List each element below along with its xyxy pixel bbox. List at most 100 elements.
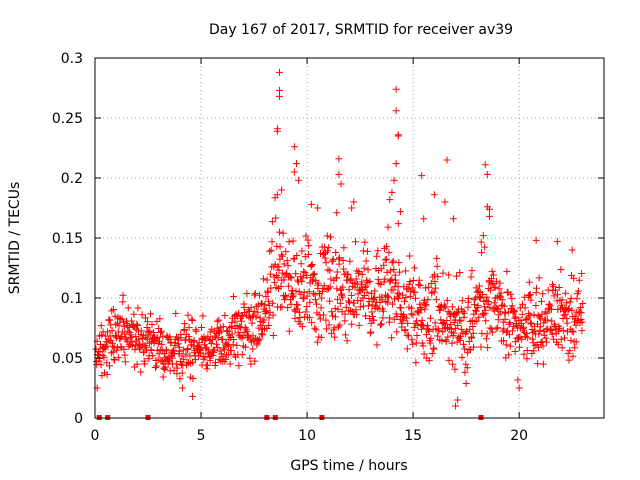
data-point (189, 392, 197, 400)
data-point (364, 266, 372, 274)
data-point (223, 341, 231, 349)
data-point (385, 293, 393, 301)
data-point (251, 290, 259, 298)
data-point (384, 223, 392, 231)
data-point (435, 327, 443, 335)
y-tick-label: 0.1 (61, 291, 83, 307)
data-point (157, 328, 165, 336)
data-point (428, 350, 436, 358)
data-point (128, 341, 136, 349)
data-point (299, 294, 307, 302)
data-point (389, 257, 397, 265)
data-point (535, 330, 543, 338)
data-point (290, 255, 298, 263)
data-point (473, 317, 481, 325)
data-point (227, 347, 235, 355)
data-point (390, 265, 398, 273)
data-point (292, 270, 300, 278)
data-point (578, 318, 586, 326)
data-point (323, 232, 331, 240)
data-point (553, 238, 561, 246)
data-point (98, 331, 106, 339)
data-point (109, 348, 117, 356)
data-point (558, 296, 566, 304)
data-point (309, 290, 317, 298)
data-point (492, 325, 500, 333)
data-point (119, 291, 127, 299)
data-point (290, 254, 298, 262)
data-point (339, 283, 347, 291)
data-point (459, 340, 467, 348)
data-point (503, 267, 511, 275)
data-point (272, 214, 280, 222)
data-point (404, 319, 412, 327)
data-point (570, 318, 578, 326)
data-point (483, 170, 491, 178)
y-tick-label: 0.3 (61, 51, 83, 67)
data-point (366, 277, 374, 285)
data-point (224, 327, 232, 335)
data-point (421, 302, 429, 310)
data-point (550, 335, 558, 343)
data-point (363, 288, 371, 296)
data-point (575, 276, 583, 284)
data-point (199, 312, 207, 320)
data-point (220, 344, 228, 352)
data-point (420, 215, 428, 223)
data-point (446, 309, 454, 317)
data-point (285, 327, 293, 335)
data-point (269, 299, 277, 307)
data-point (390, 176, 398, 184)
data-point (319, 311, 327, 319)
data-point (403, 345, 411, 353)
data-point (314, 279, 322, 287)
data-point (397, 304, 405, 312)
data-point (466, 325, 474, 333)
data-point (445, 271, 453, 279)
data-point (307, 262, 315, 270)
data-point (229, 293, 237, 301)
x-tick-label: 5 (197, 428, 206, 444)
data-point (141, 360, 149, 368)
data-point (179, 384, 187, 392)
data-point (427, 279, 435, 287)
data-point (276, 68, 284, 76)
data-point (556, 324, 564, 332)
data-point (471, 301, 479, 309)
data-point (282, 248, 290, 256)
data-point (455, 316, 463, 324)
data-point (441, 198, 449, 206)
data-point (402, 293, 410, 301)
data-point (176, 375, 184, 383)
data-point (539, 360, 547, 368)
data-point (415, 281, 423, 289)
data-point (343, 337, 351, 345)
data-point (477, 343, 485, 351)
data-point (325, 244, 333, 252)
data-point (173, 364, 181, 372)
data-point (108, 327, 116, 335)
data-point (257, 300, 265, 308)
data-point (369, 295, 377, 303)
data-point (501, 309, 509, 317)
data-point (402, 314, 410, 322)
data-point (483, 293, 491, 301)
data-point (348, 204, 356, 212)
data-point (203, 365, 211, 373)
data-point (344, 270, 352, 278)
data-point (333, 268, 341, 276)
data-point (111, 356, 119, 364)
data-point (273, 127, 281, 135)
data-point (425, 327, 433, 335)
data-point (547, 305, 555, 313)
data-point (565, 356, 573, 364)
data-point (387, 267, 395, 275)
data-point (456, 269, 464, 277)
data-point (325, 321, 333, 329)
data-point (480, 303, 488, 311)
data-point (433, 262, 441, 270)
data-point (412, 339, 420, 347)
x-tick-label: 20 (510, 428, 528, 444)
data-point (273, 191, 281, 199)
data-point (277, 282, 285, 290)
